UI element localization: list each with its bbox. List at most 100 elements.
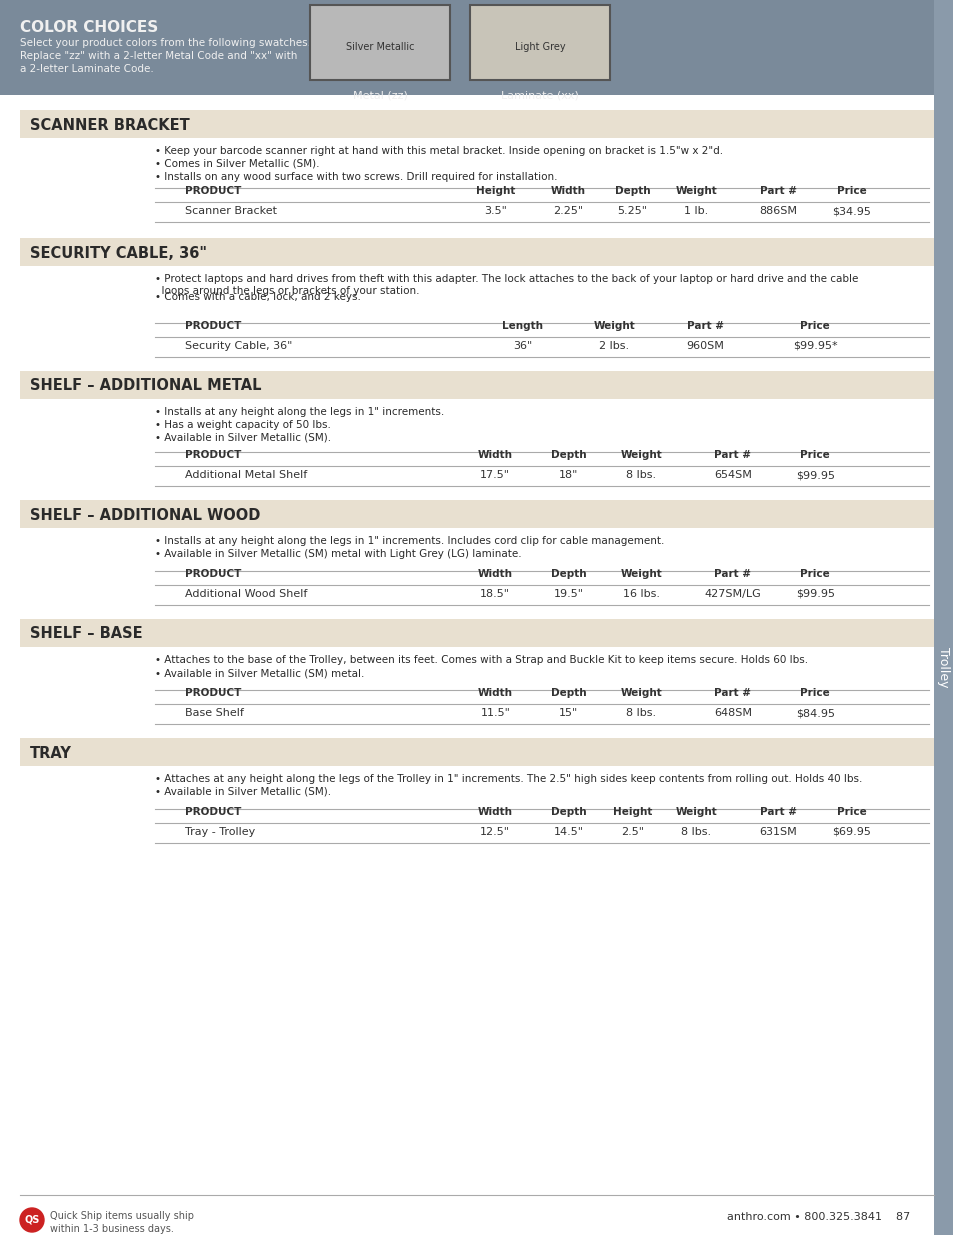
Text: Width: Width <box>550 186 585 196</box>
Text: Weight: Weight <box>620 450 661 459</box>
Text: • Comes with a cable, lock, and 2 keys.: • Comes with a cable, lock, and 2 keys. <box>154 291 360 303</box>
Text: Part #: Part # <box>714 569 751 579</box>
Text: $99.95: $99.95 <box>795 589 834 599</box>
Text: • Installs at any height along the legs in 1" increments. Includes cord clip for: • Installs at any height along the legs … <box>154 536 663 546</box>
Text: Select your product colors from the following swatches.
Replace "zz" with a 2-le: Select your product colors from the foll… <box>20 38 311 74</box>
Text: 36": 36" <box>513 341 532 351</box>
Text: Width: Width <box>477 450 513 459</box>
Text: PRODUCT: PRODUCT <box>184 688 241 698</box>
FancyBboxPatch shape <box>20 370 933 399</box>
Text: $99.95*: $99.95* <box>792 341 837 351</box>
Text: 8 lbs.: 8 lbs. <box>680 827 711 837</box>
Text: 2 lbs.: 2 lbs. <box>598 341 628 351</box>
Text: Part #: Part # <box>760 186 797 196</box>
Text: 648SM: 648SM <box>713 708 751 718</box>
Text: Part #: Part # <box>714 688 751 698</box>
Text: 1 lb.: 1 lb. <box>683 206 708 216</box>
Text: Additional Wood Shelf: Additional Wood Shelf <box>184 589 307 599</box>
Text: • Attaches at any height along the legs of the Trolley in 1" increments. The 2.5: • Attaches at any height along the legs … <box>154 774 862 784</box>
Text: SECURITY CABLE, 36": SECURITY CABLE, 36" <box>30 246 207 261</box>
Text: Depth: Depth <box>550 688 585 698</box>
Text: 16 lbs.: 16 lbs. <box>622 589 659 599</box>
Text: Weight: Weight <box>675 806 717 818</box>
Text: 3.5": 3.5" <box>483 206 506 216</box>
Text: Height: Height <box>612 806 652 818</box>
Text: Part #: Part # <box>714 450 751 459</box>
FancyBboxPatch shape <box>20 619 933 647</box>
Text: Width: Width <box>477 806 513 818</box>
FancyBboxPatch shape <box>933 0 953 1235</box>
Text: Price: Price <box>836 806 865 818</box>
Text: Length: Length <box>501 321 542 331</box>
FancyBboxPatch shape <box>470 5 609 80</box>
Text: anthro.com • 800.325.3841    87: anthro.com • 800.325.3841 87 <box>726 1212 909 1221</box>
Text: • Installs at any height along the legs in 1" increments.: • Installs at any height along the legs … <box>154 408 444 417</box>
FancyBboxPatch shape <box>20 739 933 766</box>
Text: 960SM: 960SM <box>686 341 723 351</box>
Text: • Has a weight capacity of 50 lbs.: • Has a weight capacity of 50 lbs. <box>154 420 331 430</box>
Text: $69.95: $69.95 <box>831 827 870 837</box>
Text: 886SM: 886SM <box>759 206 797 216</box>
Text: PRODUCT: PRODUCT <box>184 321 241 331</box>
Circle shape <box>20 1208 44 1233</box>
Text: PRODUCT: PRODUCT <box>184 186 241 196</box>
FancyBboxPatch shape <box>310 5 450 80</box>
FancyBboxPatch shape <box>20 110 933 138</box>
Text: • Available in Silver Metallic (SM).: • Available in Silver Metallic (SM). <box>154 787 331 797</box>
Text: Weight: Weight <box>620 569 661 579</box>
Text: 12.5": 12.5" <box>479 827 510 837</box>
Text: Trolley: Trolley <box>937 647 949 688</box>
Text: 2.5": 2.5" <box>620 827 643 837</box>
Text: SHELF – ADDITIONAL METAL: SHELF – ADDITIONAL METAL <box>30 378 261 394</box>
Text: PRODUCT: PRODUCT <box>184 450 241 459</box>
Text: Security Cable, 36": Security Cable, 36" <box>184 341 292 351</box>
Text: Price: Price <box>800 321 829 331</box>
Text: • Available in Silver Metallic (SM).: • Available in Silver Metallic (SM). <box>154 433 331 443</box>
Text: 11.5": 11.5" <box>480 708 510 718</box>
Text: 19.5": 19.5" <box>553 589 583 599</box>
Text: Depth: Depth <box>614 186 650 196</box>
Text: Weight: Weight <box>675 186 717 196</box>
Text: 14.5": 14.5" <box>553 827 583 837</box>
Text: PRODUCT: PRODUCT <box>184 569 241 579</box>
Text: Width: Width <box>477 688 513 698</box>
Text: Part #: Part # <box>686 321 723 331</box>
Text: 631SM: 631SM <box>759 827 797 837</box>
Text: • Available in Silver Metallic (SM) metal.: • Available in Silver Metallic (SM) meta… <box>154 668 364 678</box>
Text: 8 lbs.: 8 lbs. <box>626 708 656 718</box>
Text: • Attaches to the base of the Trolley, between its feet. Comes with a Strap and : • Attaches to the base of the Trolley, b… <box>154 655 807 664</box>
Text: 18": 18" <box>558 471 578 480</box>
FancyBboxPatch shape <box>20 500 933 529</box>
Text: Laminate (xx): Laminate (xx) <box>500 90 578 100</box>
Text: 5.25": 5.25" <box>617 206 647 216</box>
Text: Price: Price <box>800 688 829 698</box>
Text: Depth: Depth <box>550 806 585 818</box>
Text: SCANNER BRACKET: SCANNER BRACKET <box>30 117 190 132</box>
Text: 427SM/LG: 427SM/LG <box>704 589 760 599</box>
Text: $99.95: $99.95 <box>795 471 834 480</box>
Text: $34.95: $34.95 <box>831 206 870 216</box>
Text: Depth: Depth <box>550 569 585 579</box>
Text: Depth: Depth <box>550 450 585 459</box>
Text: 15": 15" <box>558 708 578 718</box>
Text: Width: Width <box>477 569 513 579</box>
Text: Base Shelf: Base Shelf <box>184 708 243 718</box>
Text: 17.5": 17.5" <box>479 471 510 480</box>
Text: • Installs on any wood surface with two screws. Drill required for installation.: • Installs on any wood surface with two … <box>154 172 557 182</box>
Text: Price: Price <box>800 450 829 459</box>
Text: Additional Metal Shelf: Additional Metal Shelf <box>184 471 307 480</box>
Text: 8 lbs.: 8 lbs. <box>626 471 656 480</box>
Text: Silver Metallic: Silver Metallic <box>345 42 414 53</box>
Text: COLOR CHOICES: COLOR CHOICES <box>20 20 158 35</box>
Text: Height: Height <box>476 186 515 196</box>
Text: SHELF – BASE: SHELF – BASE <box>30 626 143 641</box>
Text: 2.25": 2.25" <box>553 206 583 216</box>
Text: • Keep your barcode scanner right at hand with this metal bracket. Inside openin: • Keep your barcode scanner right at han… <box>154 146 722 156</box>
FancyBboxPatch shape <box>0 0 953 95</box>
Text: Metal (zz): Metal (zz) <box>353 90 407 100</box>
Text: $84.95: $84.95 <box>795 708 834 718</box>
Text: 18.5": 18.5" <box>479 589 510 599</box>
Text: TRAY: TRAY <box>30 746 71 761</box>
Text: 654SM: 654SM <box>713 471 751 480</box>
Text: Weight: Weight <box>593 321 635 331</box>
